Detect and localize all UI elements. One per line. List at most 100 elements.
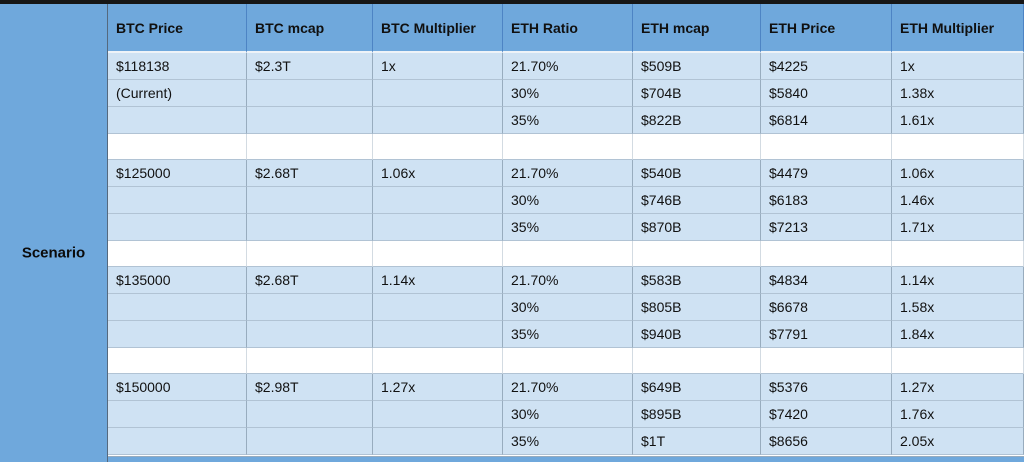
cell-eth-price[interactable]: $4225 — [761, 53, 892, 80]
spacer-cell[interactable] — [633, 134, 761, 160]
cell-eth-mcap[interactable]: $1T — [633, 428, 761, 455]
cell-eth-price[interactable]: $5840 — [761, 80, 892, 107]
cell-btc-price[interactable]: $150000 — [108, 374, 247, 401]
cell-btc-price[interactable]: $118138 — [108, 53, 247, 80]
spacer-cell[interactable] — [373, 134, 503, 160]
cell-btc-mcap[interactable] — [247, 294, 373, 321]
cell-eth-multiplier[interactable]: 1.06x — [892, 160, 1024, 187]
cell-btc-multiplier[interactable] — [373, 107, 503, 134]
cell-eth-ratio[interactable]: 30% — [503, 401, 633, 428]
spacer-cell[interactable] — [761, 241, 892, 267]
cell-btc-mcap[interactable] — [247, 428, 373, 455]
cell-btc-multiplier[interactable] — [373, 401, 503, 428]
cell-btc-mcap[interactable] — [247, 187, 373, 214]
scenario-sidebar-cell[interactable]: Scenario — [0, 0, 108, 462]
cell-btc-price[interactable]: $135000 — [108, 267, 247, 294]
cell-eth-multiplier[interactable]: 1.46x — [892, 187, 1024, 214]
cell-btc-price[interactable]: (Current) — [108, 80, 247, 107]
column-header-eth-multiplier[interactable]: ETH Multiplier — [892, 4, 1024, 53]
cell-eth-price[interactable]: $7791 — [761, 321, 892, 348]
cell-btc-multiplier[interactable] — [373, 80, 503, 107]
column-header-eth-mcap[interactable]: ETH mcap — [633, 4, 761, 53]
cell-btc-mcap[interactable] — [247, 321, 373, 348]
cell-btc-multiplier[interactable] — [373, 321, 503, 348]
cell-btc-multiplier[interactable]: 1.06x — [373, 160, 503, 187]
cell-eth-price[interactable]: $5376 — [761, 374, 892, 401]
cell-eth-price[interactable]: $6183 — [761, 187, 892, 214]
cell-eth-mcap[interactable]: $583B — [633, 267, 761, 294]
cell-btc-multiplier[interactable] — [373, 294, 503, 321]
spacer-cell[interactable] — [633, 348, 761, 374]
cell-eth-mcap[interactable]: $704B — [633, 80, 761, 107]
spacer-cell[interactable] — [108, 241, 247, 267]
cell-eth-ratio[interactable]: 21.70% — [503, 374, 633, 401]
cell-eth-multiplier[interactable]: 1.27x — [892, 374, 1024, 401]
spacer-cell[interactable] — [892, 241, 1024, 267]
cell-eth-mcap[interactable]: $540B — [633, 160, 761, 187]
cell-eth-price[interactable]: $6814 — [761, 107, 892, 134]
cell-btc-mcap[interactable] — [247, 107, 373, 134]
cell-btc-mcap[interactable]: $2.68T — [247, 267, 373, 294]
spacer-cell[interactable] — [503, 348, 633, 374]
cell-eth-multiplier[interactable]: 1.84x — [892, 321, 1024, 348]
spacer-cell[interactable] — [892, 348, 1024, 374]
cell-eth-mcap[interactable]: $870B — [633, 214, 761, 241]
partial-next-row[interactable] — [108, 456, 1024, 462]
column-header-btc-price[interactable]: BTC Price — [108, 4, 247, 53]
cell-btc-mcap[interactable]: $2.68T — [247, 160, 373, 187]
cell-btc-price[interactable] — [108, 107, 247, 134]
cell-eth-ratio[interactable]: 35% — [503, 428, 633, 455]
cell-eth-multiplier[interactable]: 1.76x — [892, 401, 1024, 428]
cell-btc-price[interactable] — [108, 428, 247, 455]
spacer-cell[interactable] — [373, 241, 503, 267]
spacer-cell[interactable] — [373, 348, 503, 374]
cell-btc-price[interactable] — [108, 294, 247, 321]
column-header-eth-price[interactable]: ETH Price — [761, 4, 892, 53]
cell-eth-price[interactable]: $7213 — [761, 214, 892, 241]
spacer-cell[interactable] — [761, 348, 892, 374]
column-header-btc-mcap[interactable]: BTC mcap — [247, 4, 373, 53]
spacer-cell[interactable] — [892, 134, 1024, 160]
cell-eth-price[interactable]: $7420 — [761, 401, 892, 428]
spacer-cell[interactable] — [247, 241, 373, 267]
column-header-eth-ratio[interactable]: ETH Ratio — [503, 4, 633, 53]
spacer-cell[interactable] — [108, 134, 247, 160]
cell-btc-multiplier[interactable] — [373, 428, 503, 455]
cell-eth-mcap[interactable]: $805B — [633, 294, 761, 321]
cell-eth-price[interactable]: $4479 — [761, 160, 892, 187]
cell-eth-ratio[interactable]: 30% — [503, 187, 633, 214]
cell-eth-multiplier[interactable]: 2.05x — [892, 428, 1024, 455]
cell-eth-multiplier[interactable]: 1.71x — [892, 214, 1024, 241]
cell-btc-multiplier[interactable]: 1.14x — [373, 267, 503, 294]
cell-eth-multiplier[interactable]: 1.61x — [892, 107, 1024, 134]
cell-btc-price[interactable] — [108, 214, 247, 241]
cell-eth-ratio[interactable]: 30% — [503, 294, 633, 321]
cell-btc-price[interactable] — [108, 187, 247, 214]
cell-eth-price[interactable]: $6678 — [761, 294, 892, 321]
cell-eth-ratio[interactable]: 21.70% — [503, 267, 633, 294]
cell-eth-mcap[interactable]: $649B — [633, 374, 761, 401]
cell-eth-multiplier[interactable]: 1.58x — [892, 294, 1024, 321]
cell-eth-ratio[interactable]: 35% — [503, 214, 633, 241]
cell-eth-ratio[interactable]: 30% — [503, 80, 633, 107]
cell-eth-ratio[interactable]: 35% — [503, 107, 633, 134]
cell-eth-mcap[interactable]: $509B — [633, 53, 761, 80]
cell-btc-multiplier[interactable] — [373, 214, 503, 241]
column-header-btc-multiplier[interactable]: BTC Multiplier — [373, 4, 503, 53]
spacer-cell[interactable] — [503, 134, 633, 160]
cell-eth-mcap[interactable]: $822B — [633, 107, 761, 134]
cell-eth-price[interactable]: $4834 — [761, 267, 892, 294]
spacer-cell[interactable] — [503, 241, 633, 267]
cell-eth-ratio[interactable]: 21.70% — [503, 53, 633, 80]
cell-btc-multiplier[interactable]: 1x — [373, 53, 503, 80]
spacer-cell[interactable] — [108, 348, 247, 374]
cell-eth-multiplier[interactable]: 1.14x — [892, 267, 1024, 294]
cell-eth-mcap[interactable]: $746B — [633, 187, 761, 214]
cell-eth-ratio[interactable]: 35% — [503, 321, 633, 348]
spacer-cell[interactable] — [247, 348, 373, 374]
cell-btc-mcap[interactable]: $2.98T — [247, 374, 373, 401]
cell-btc-multiplier[interactable] — [373, 187, 503, 214]
cell-btc-mcap[interactable] — [247, 401, 373, 428]
cell-eth-multiplier[interactable]: 1x — [892, 53, 1024, 80]
cell-btc-mcap[interactable] — [247, 80, 373, 107]
